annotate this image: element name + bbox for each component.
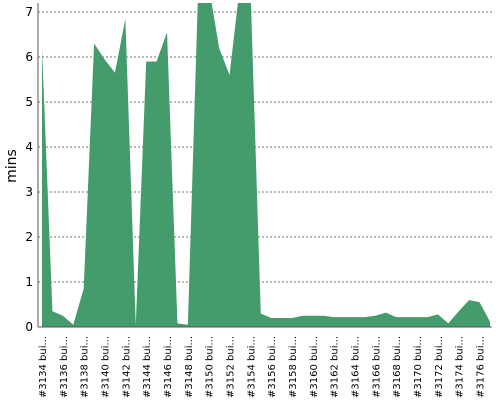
x-tick-label: #3148 bui... (184, 336, 195, 398)
y-tick-label: 7 (25, 5, 33, 19)
x-tick-label: #3152 bui... (226, 336, 237, 398)
x-tick-label: #3168 bui... (392, 336, 403, 398)
x-tick-label: #3146 bui... (163, 336, 174, 398)
x-tick-label: #3142 bui... (121, 336, 132, 398)
y-tick-label: 5 (25, 95, 33, 109)
area (42, 3, 490, 327)
y-tick-label: 1 (25, 275, 33, 289)
x-tick-label: #3156 bui... (267, 336, 278, 398)
x-tick-label: #3136 bui... (59, 336, 70, 398)
x-tick-label: #3154 bui... (246, 336, 257, 398)
x-tick-label: #3140 bui... (101, 336, 112, 398)
x-tick-label: #3174 bui... (455, 336, 466, 398)
x-tick-label: #3166 bui... (371, 336, 382, 398)
x-tick-label: #3176 bui... (476, 336, 487, 398)
x-tick-label: #3134 bui... (38, 336, 49, 398)
x-tick-label: #3172 bui... (434, 336, 445, 398)
x-tick-label: #3150 bui... (205, 336, 216, 398)
y-tick-label: 4 (25, 140, 33, 154)
y-tick-label: 6 (25, 50, 33, 64)
x-tick-label: #3162 bui... (330, 336, 341, 398)
x-tick-label: #3160 bui... (309, 336, 320, 398)
y-axis-label: mins (4, 149, 20, 183)
x-tick-label: #3158 bui... (288, 336, 299, 398)
x-tick-label: #3164 bui... (351, 336, 362, 398)
y-tick-label: 2 (25, 230, 33, 244)
x-tick-label: #3170 bui... (413, 336, 424, 398)
x-tick-label: #3138 bui... (80, 336, 91, 398)
y-tick-label: 0 (25, 320, 33, 334)
x-tick-label: #3144 bui... (142, 336, 153, 398)
y-tick-label: 3 (25, 185, 33, 199)
